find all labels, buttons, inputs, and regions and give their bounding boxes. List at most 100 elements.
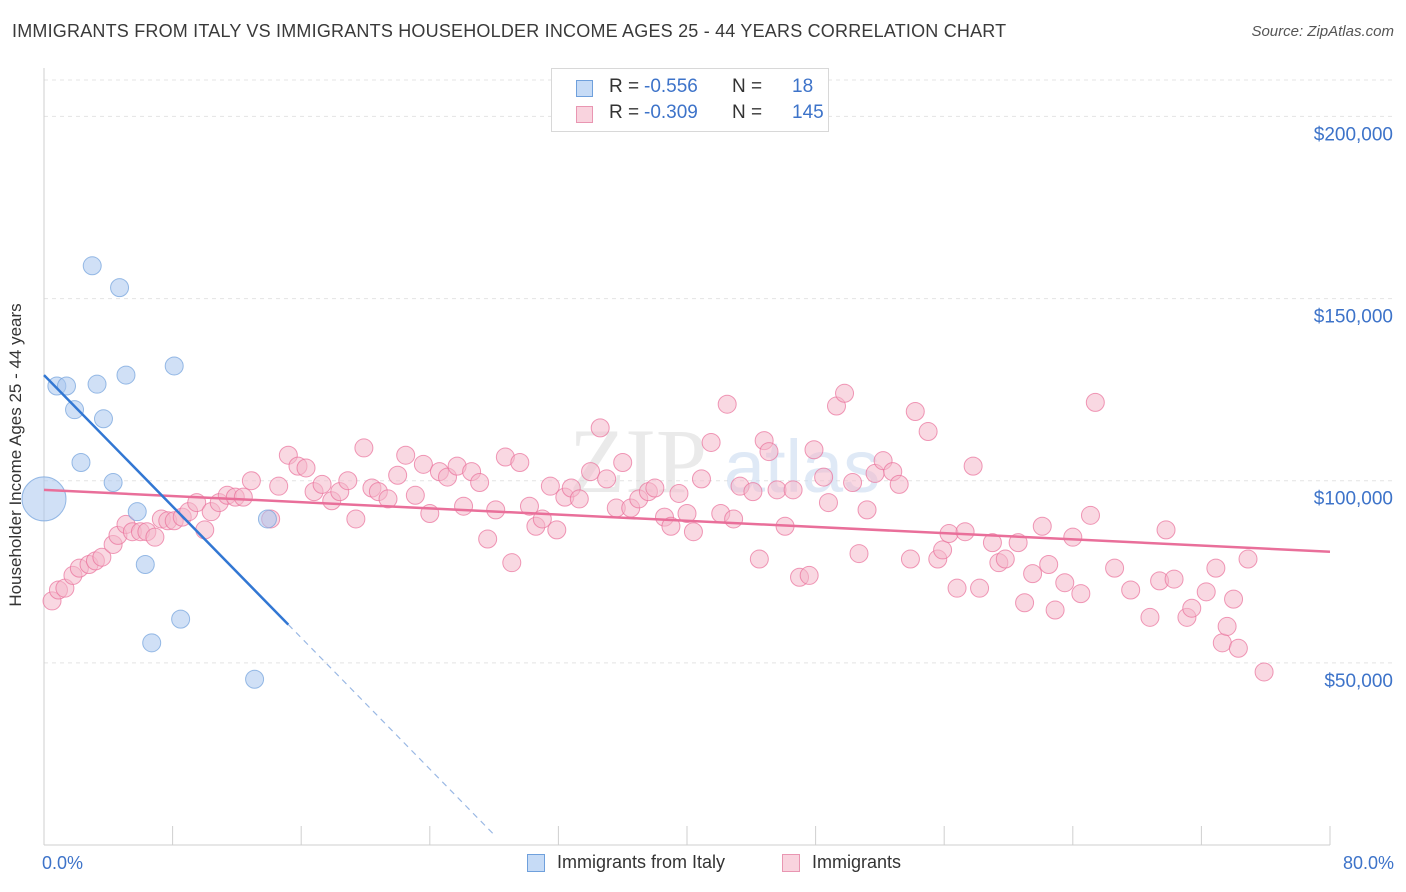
bottom-legend-label-immigrants: Immigrants xyxy=(812,852,902,872)
immigrants-point xyxy=(597,469,617,489)
immigrants-point xyxy=(849,544,869,564)
immigrants-point xyxy=(1039,555,1059,574)
immigrants-point xyxy=(312,474,332,494)
italy-point xyxy=(142,633,162,653)
immigrants-point xyxy=(783,480,803,500)
immigrants-point xyxy=(233,487,253,507)
y-tick-label: $100,000 xyxy=(1314,489,1393,510)
immigrants-point xyxy=(413,454,433,474)
immigrants-point xyxy=(519,496,539,516)
legend-swatch-immigrants xyxy=(576,106,593,123)
immigrants-point xyxy=(1140,607,1160,627)
x-tick-label: 0.0% xyxy=(42,853,83,873)
correlation-legend: R = -0.556 N = 18 R = -0.309 N = 145 xyxy=(551,68,829,132)
immigrants-point xyxy=(955,522,975,542)
italy-point xyxy=(103,473,123,493)
immigrants-point xyxy=(590,418,610,438)
immigrants-point xyxy=(354,438,374,458)
immigrants-point xyxy=(510,453,530,472)
immigrants-point xyxy=(1238,549,1258,569)
immigrants-point xyxy=(749,549,769,569)
immigrants-point xyxy=(540,476,560,496)
immigrants-point xyxy=(1254,662,1274,682)
italy-trend-extension xyxy=(287,624,495,836)
immigrants-point xyxy=(486,500,506,520)
immigrants-point xyxy=(388,465,408,485)
y-axis-label: Householder Income Ages 25 - 44 years xyxy=(6,303,25,607)
immigrants-point xyxy=(1071,584,1091,604)
immigrants-point xyxy=(1156,520,1176,540)
immigrants-point xyxy=(92,547,112,567)
immigrants-point xyxy=(1164,569,1184,589)
immigrants-point xyxy=(338,471,358,491)
immigrants-point xyxy=(613,453,633,472)
italy-point xyxy=(127,502,147,522)
legend-n-value-italy: 18 xyxy=(792,76,814,97)
immigrants-point xyxy=(241,471,261,491)
grid-lines xyxy=(44,79,1394,664)
immigrants-point xyxy=(547,520,567,540)
italy-point xyxy=(110,278,130,298)
immigrants-point xyxy=(1015,593,1035,613)
immigrants-point xyxy=(1063,527,1083,547)
bottom-legend-swatch-italy xyxy=(527,854,545,872)
immigrants-point xyxy=(478,529,498,549)
immigrants-point xyxy=(661,516,681,536)
italy-point xyxy=(71,453,91,472)
immigrants-point xyxy=(1045,600,1065,620)
immigrants-point xyxy=(645,478,665,498)
immigrants-point xyxy=(889,474,909,494)
immigrants-point xyxy=(1228,638,1248,658)
immigrants-point xyxy=(1105,558,1125,578)
immigrants-point xyxy=(843,473,863,493)
immigrants-point xyxy=(995,549,1015,569)
immigrants-point xyxy=(581,462,601,482)
immigrants-point xyxy=(900,549,920,569)
immigrants-point xyxy=(857,500,877,520)
x-tick-label: 80.0% xyxy=(1343,853,1394,873)
immigrants-point xyxy=(905,402,925,421)
immigrants-point xyxy=(701,432,721,452)
legend-swatch-italy xyxy=(576,80,593,97)
italy-point xyxy=(21,476,67,522)
immigrants-point xyxy=(454,496,474,516)
immigrants-point xyxy=(818,493,838,513)
italy-point xyxy=(87,374,107,394)
legend-r-label: R = xyxy=(609,102,640,123)
immigrants-point xyxy=(1121,580,1141,600)
legend-r-value-immigrants: -0.309 xyxy=(644,102,698,123)
immigrants-point xyxy=(378,489,398,509)
immigrants-point xyxy=(195,520,215,540)
immigrants-point xyxy=(296,458,316,478)
immigrants-point xyxy=(947,578,967,598)
axes xyxy=(43,68,1331,846)
trend-lines xyxy=(43,374,1331,836)
immigrants-point xyxy=(743,482,763,502)
immigrants-point xyxy=(470,473,490,493)
italy-point xyxy=(164,356,184,376)
immigrants-point xyxy=(1196,582,1216,602)
legend-r-label: R = xyxy=(609,76,640,97)
immigrants-point xyxy=(346,509,366,529)
immigrants-point xyxy=(1032,516,1052,536)
y-tick-label: $200,000 xyxy=(1314,124,1393,145)
immigrants-point xyxy=(759,442,779,462)
immigrants-point xyxy=(691,469,711,489)
immigrants-point xyxy=(405,485,425,505)
immigrants-point xyxy=(982,533,1002,553)
source-credit: Source: ZipAtlas.com xyxy=(1251,23,1394,40)
immigrants-point xyxy=(396,445,416,465)
immigrants-trend-line xyxy=(43,488,1331,553)
chart-title: IMMIGRANTS FROM ITALY VS IMMIGRANTS HOUS… xyxy=(12,21,1007,41)
immigrants-point xyxy=(677,504,697,523)
italy-point xyxy=(116,365,136,385)
immigrants-point xyxy=(767,480,787,500)
immigrants-point xyxy=(269,476,289,496)
italy-trend-line xyxy=(43,374,290,626)
italy-point xyxy=(245,669,265,689)
legend-n-label: N = xyxy=(732,102,763,123)
immigrants-point xyxy=(683,522,703,542)
immigrants-point xyxy=(1085,392,1105,412)
legend-r-value-italy: -0.556 xyxy=(644,76,698,97)
immigrants-point xyxy=(717,394,737,414)
